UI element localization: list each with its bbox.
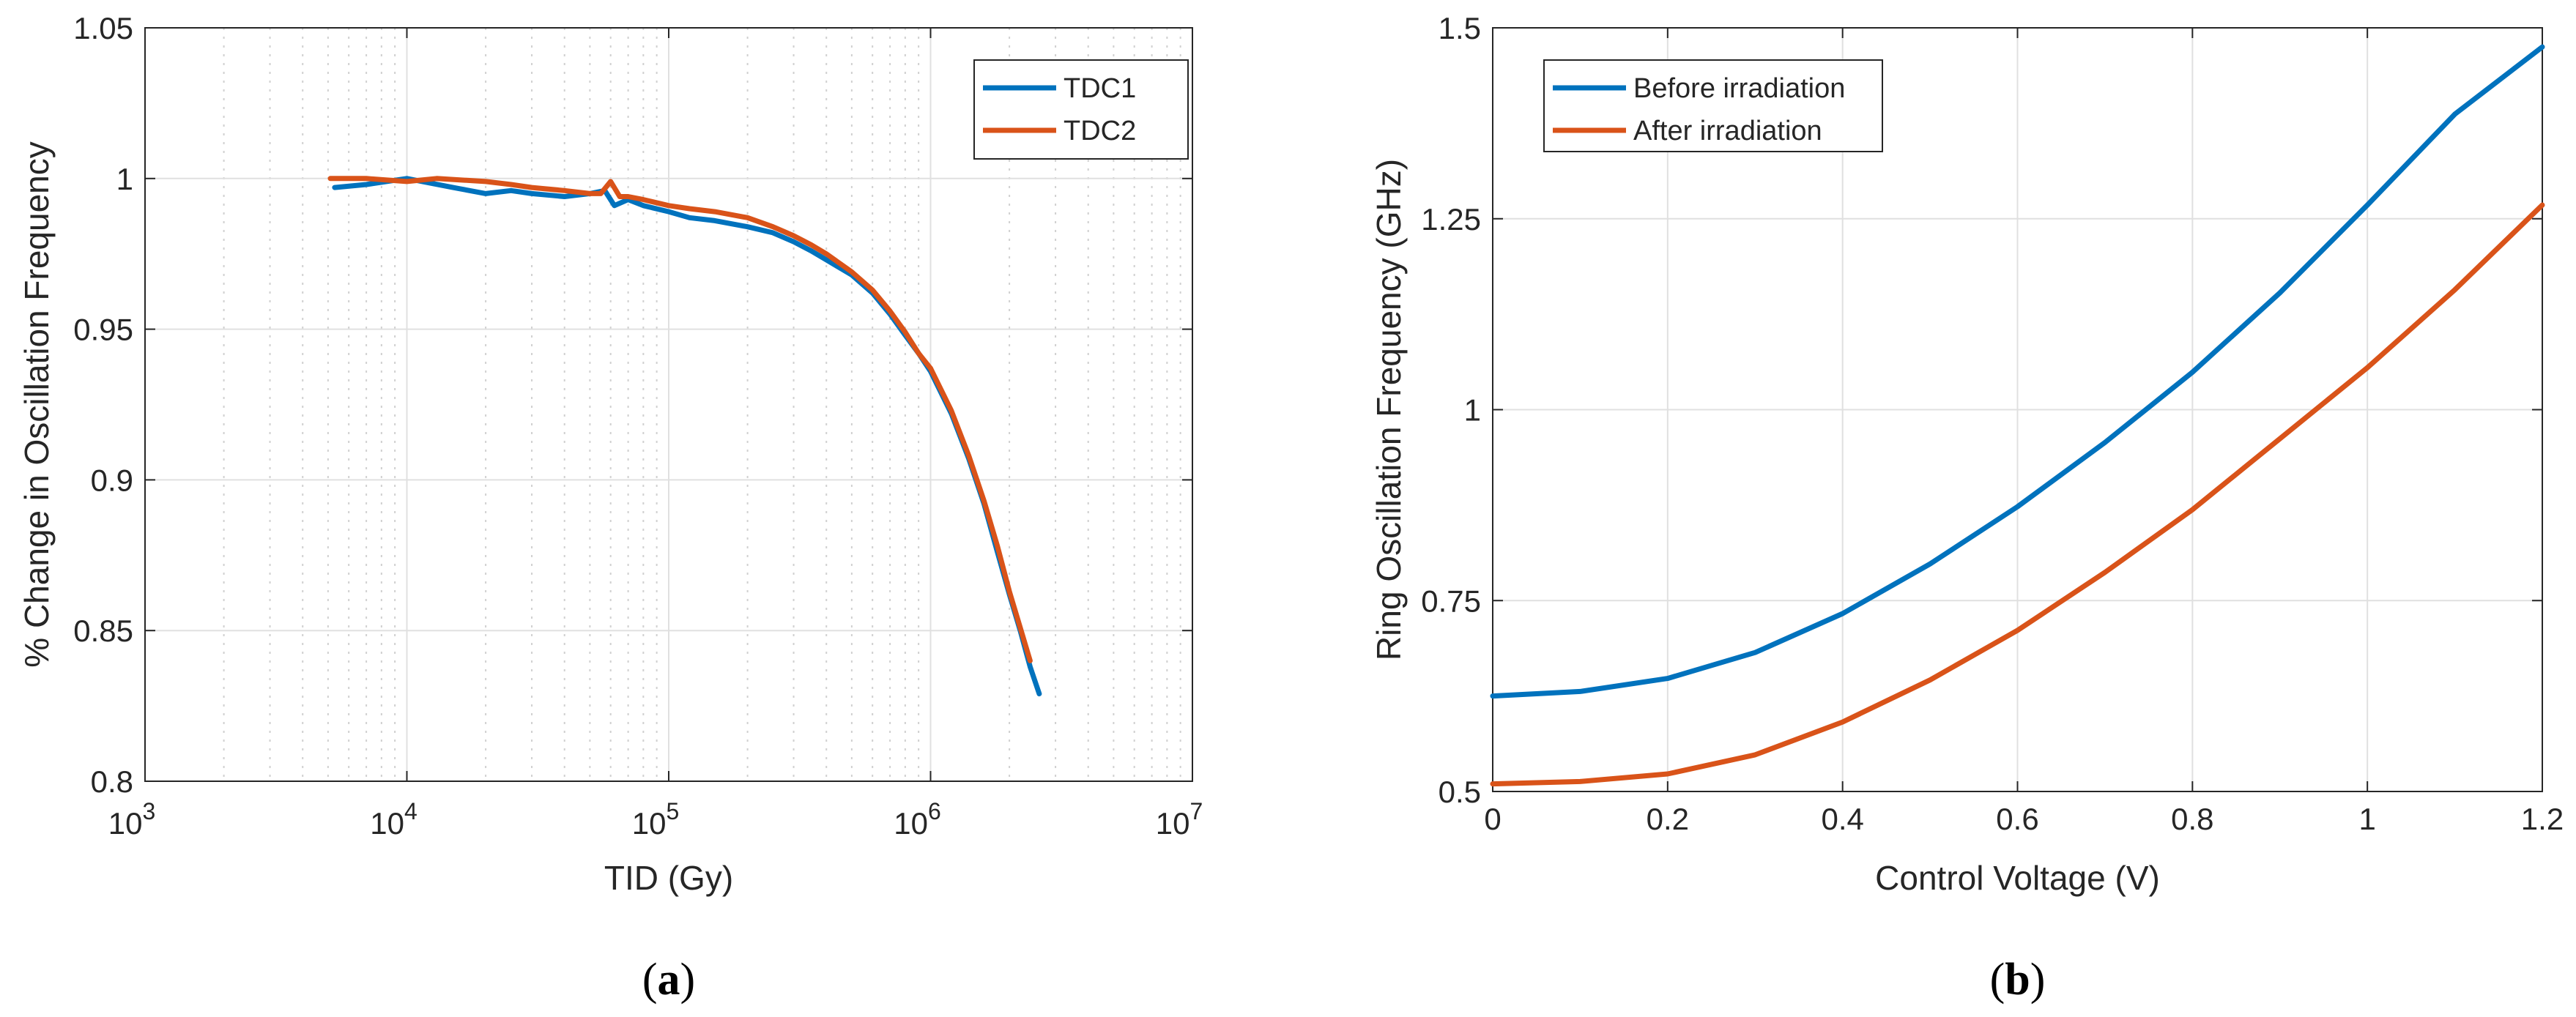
- caption-paren: (: [1990, 955, 2005, 1005]
- legend-label: TDC1: [1064, 73, 1136, 104]
- caption-letter: b: [2005, 955, 2030, 1005]
- y-tick-label: 1.05: [73, 11, 133, 45]
- y-tick-label: 0.9: [91, 463, 133, 497]
- series-line-tdc1: [335, 179, 1039, 694]
- x-tick-base: 10: [1156, 806, 1190, 841]
- x-tick-label: 0.4: [1821, 802, 1863, 836]
- x-tick-exponent: 3: [142, 798, 155, 824]
- y-tick-label: 0.95: [73, 313, 133, 347]
- x-tick-exponent: 6: [928, 798, 941, 824]
- x-axis-label: Control Voltage (V): [1875, 859, 2160, 897]
- x-tick-label: 0.2: [1647, 802, 1689, 836]
- x-tick-exponent: 5: [666, 798, 679, 824]
- x-tick-base: 10: [370, 806, 404, 841]
- x-tick-label: 1: [2358, 802, 2375, 836]
- y-axis-label: Ring Oscillation Frequency (GHz): [1370, 159, 1408, 660]
- figure-canvas: 103 104 105 106 1070.80.850.90.9511.05TID (G…: [0, 0, 2576, 1017]
- x-tick-label: 0: [1484, 802, 1501, 836]
- x-tick-label: 103: [108, 798, 156, 841]
- caption-paren: (: [642, 955, 658, 1005]
- x-tick-label: 107: [1156, 798, 1203, 841]
- y-tick-label: 0.85: [73, 614, 133, 648]
- y-tick-label: 0.75: [1421, 584, 1481, 618]
- x-tick-base: 10: [894, 806, 928, 841]
- panel-caption: (a): [642, 955, 695, 1005]
- y-tick-label: 0.5: [1439, 775, 1481, 809]
- x-tick-base: 10: [108, 806, 143, 841]
- y-tick-label: 1: [1464, 393, 1481, 428]
- y-tick-label: 1: [116, 162, 133, 196]
- x-tick-exponent: 7: [1189, 798, 1203, 824]
- y-tick-label: 1.5: [1439, 11, 1481, 45]
- panel-caption: (b): [1990, 955, 2046, 1005]
- x-tick-label: 104: [370, 798, 417, 841]
- caption-paren: ): [2030, 955, 2046, 1005]
- legend-label: Before irradiation: [1633, 73, 1845, 104]
- x-tick-label: 0.8: [2171, 802, 2213, 836]
- x-tick-label: 0.6: [1996, 802, 2038, 836]
- x-tick-base: 10: [632, 806, 667, 841]
- x-tick-label: 105: [632, 798, 680, 841]
- legend-label: TDC2: [1064, 116, 1136, 146]
- x-axis-label: TID (Gy): [604, 859, 733, 897]
- y-axis-label: % Change in Oscillation Frequency: [18, 141, 56, 667]
- panel-b-voltage-chart: 0 0.2 0.4 0.6 0.8 1 1.2 0.5 0.75 1 1.25 1.5 Control …: [1370, 11, 2564, 1005]
- caption-paren: ): [680, 955, 696, 1005]
- x-tick-label: 106: [894, 798, 941, 841]
- y-tick-label: 0.8: [91, 764, 133, 799]
- x-tick-exponent: 4: [404, 798, 417, 824]
- x-tick-label: 1.2: [2521, 802, 2564, 836]
- y-tick-label: 1.25: [1421, 202, 1481, 236]
- caption-letter: a: [658, 955, 680, 1005]
- series-line-tdc2: [330, 179, 1030, 661]
- legend-label: After irradiation: [1633, 116, 1822, 146]
